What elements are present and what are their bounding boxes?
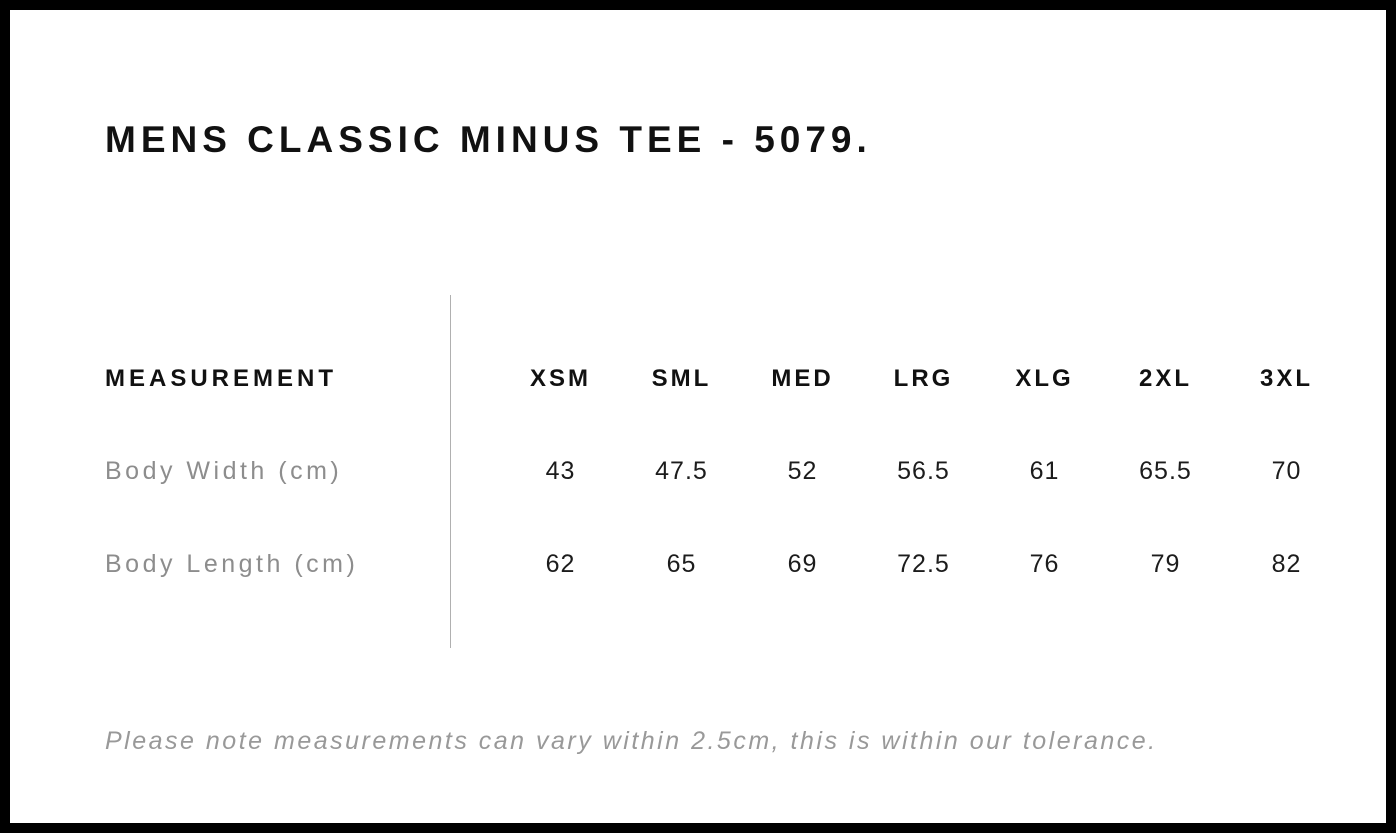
size-header-sml: SML	[651, 364, 712, 392]
body-length-lrg-value: 72.5	[897, 550, 950, 578]
body-length-xlg-value: 76	[1029, 550, 1060, 578]
body-length-med-value: 69	[787, 550, 818, 578]
size-header-2xl: 2XL	[1138, 364, 1192, 392]
size-header-3xl: 3XL	[1259, 364, 1313, 392]
size-chart-table: MEASUREMENT XSM SML MED LRG XLG 2XL 3XL …	[105, 295, 1347, 648]
body-width-xsm-value: 43	[545, 457, 576, 485]
body-width-2xl-value: 65.5	[1139, 457, 1192, 485]
body-width-3xl-value: 70	[1271, 457, 1302, 485]
size-header-med: MED	[771, 364, 834, 392]
tolerance-note: Please note measurements can vary within…	[105, 727, 1158, 755]
size-header-lrg: LRG	[893, 364, 954, 392]
body-length-3xl-value: 82	[1271, 550, 1302, 578]
table-header-row: MEASUREMENT XSM SML MED LRG XLG 2XL 3XL	[105, 332, 1347, 425]
body-length-2xl-value: 79	[1150, 550, 1181, 578]
body-width-lrg-value: 56.5	[897, 457, 950, 485]
body-width-sml-value: 47.5	[655, 457, 708, 485]
page-title: MENS CLASSIC MINUS TEE - 5079.	[105, 119, 872, 160]
measurement-column-header: MEASUREMENT	[105, 364, 338, 392]
body-length-value-cells: 62 65 69 72.5 76 79 82	[450, 550, 1347, 579]
size-header-cells: XSM SML MED LRG XLG 2XL 3XL	[450, 365, 1347, 393]
table-row-body-width: Body Width (cm) 43 47.5 52 56.5 61 65.5 …	[105, 425, 1347, 518]
row-label-body-width: Body Width (cm)	[105, 457, 343, 485]
body-length-xsm-value: 62	[545, 550, 576, 578]
size-header-xsm: XSM	[529, 364, 591, 392]
body-width-xlg-value: 61	[1029, 457, 1060, 485]
body-length-sml-value: 65	[666, 550, 697, 578]
body-width-med-value: 52	[787, 457, 818, 485]
body-width-value-cells: 43 47.5 52 56.5 61 65.5 70	[450, 457, 1347, 486]
size-header-xlg: XLG	[1015, 364, 1074, 392]
table-row-body-length: Body Length (cm) 62 65 69 72.5 76 79 82	[105, 518, 1347, 611]
vertical-divider	[450, 295, 451, 648]
row-label-body-length: Body Length (cm)	[105, 550, 359, 578]
